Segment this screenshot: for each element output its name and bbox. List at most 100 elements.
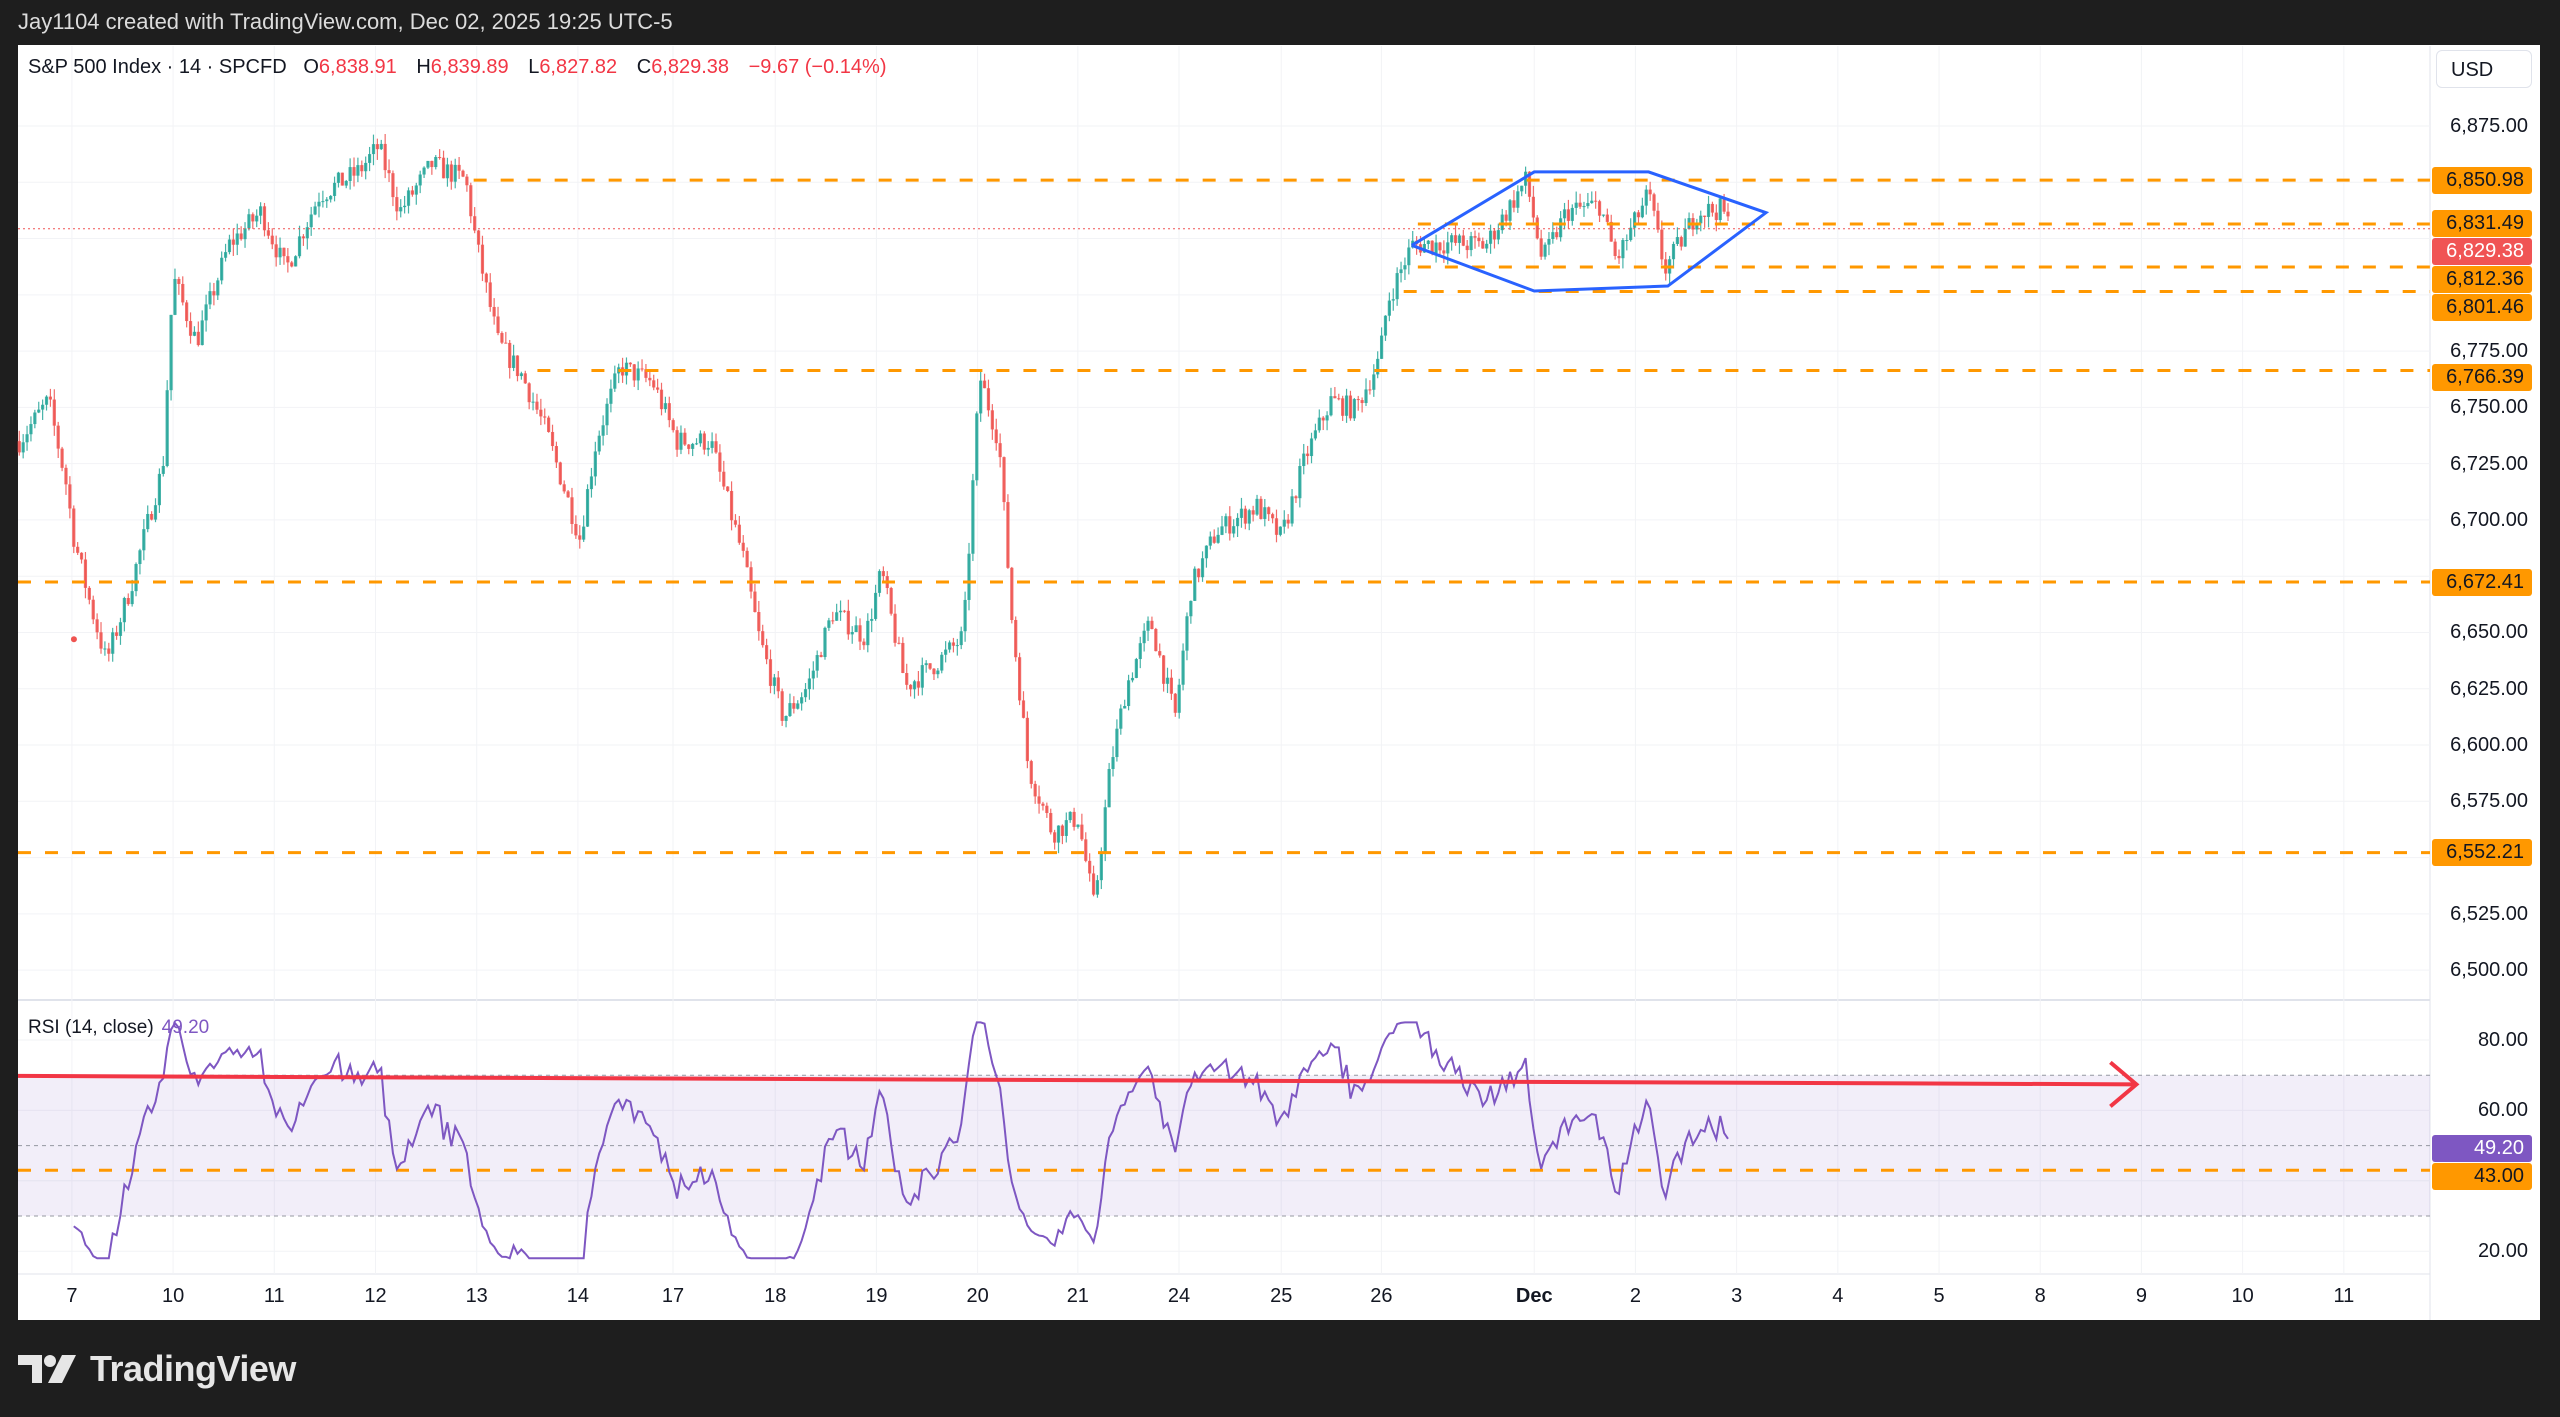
last-price-tag: 6,829.38 [2432,238,2532,266]
candle-body [772,677,776,686]
candle-body [1632,212,1637,228]
candle-body [329,195,333,200]
candle-body [1465,245,1469,251]
candle-body [593,451,597,477]
time-axis-label: 4 [1832,1285,1844,1307]
candle-body [1726,211,1730,217]
candle-body [352,167,356,176]
candle-body [667,403,671,421]
candle-body [955,645,959,647]
candle-body [1586,203,1590,207]
candle-body [153,505,158,520]
candle-body [1173,693,1177,713]
candle-body [1017,657,1022,701]
price-axis-label: 6,650.00 [2450,621,2528,644]
candle-body [1014,620,1018,658]
candle-body [161,465,165,474]
candle-body [761,631,765,646]
candle-body [1224,516,1228,527]
candle-body [445,164,450,179]
price-level-tag: 6,766.39 [2432,364,2532,392]
candle-body [967,553,971,600]
footer-bar [0,1320,2560,1417]
candle-body [434,157,438,168]
candle-body [1453,235,1458,243]
candle-body [418,174,422,186]
candle-body [72,508,76,547]
candle-body [1582,206,1586,208]
candle-body [68,484,72,509]
candle-body [1508,200,1512,221]
rsi-title[interactable]: RSI (14, close) [28,1017,154,1038]
close-value: 6,829.38 [651,56,730,78]
candle-body [1574,202,1578,208]
candle-body [947,642,952,650]
candle-body [936,670,940,675]
candle-body [212,291,216,296]
candle-body [309,214,313,228]
candle-body [881,571,885,577]
time-axis-label: 25 [1270,1285,1293,1307]
candle-body [130,591,134,605]
candle-body [1376,358,1380,375]
candle-body [325,199,329,202]
candle-body [1181,650,1185,685]
currency-button[interactable]: USD [2436,50,2532,88]
candle-body [1360,400,1364,404]
time-axis-label: 19 [865,1285,888,1307]
candle-body [1434,242,1438,254]
time-axis-label: 7 [66,1285,78,1307]
candle-body [1695,223,1699,230]
candle-body [403,205,407,208]
candle-body [831,620,835,622]
symbol-name[interactable]: S&P 500 Index · 14 · SPCFD [28,56,287,78]
time-axis-label: Dec [1515,1285,1553,1307]
candle-body [1317,417,1321,431]
candle-body [484,273,488,283]
candle-body [165,390,169,466]
candle-body [270,235,274,245]
candle-body [694,443,699,445]
candle-body [204,304,208,321]
candle-body [749,567,753,592]
candle-body [835,612,839,621]
candle-body [188,321,193,336]
candle-body [1313,430,1318,439]
tradingview-logo: TradingView [18,1348,296,1390]
candle-body [1590,200,1594,204]
candle-body [780,691,784,721]
candle-body [1064,820,1068,836]
candle-body [321,201,325,203]
candle-body [173,278,177,315]
candle-body [1103,807,1107,852]
candle-body [1395,273,1399,300]
candle-body [519,373,523,377]
candle-body [659,389,664,410]
candle-body [465,176,469,186]
candle-body [741,542,745,551]
candle-body [379,143,383,150]
candle-body [1290,496,1294,524]
candle-body [1551,232,1555,239]
high-key: H [416,56,431,78]
rsi-axis-label: 20.00 [2477,1240,2528,1263]
candle-body [1496,230,1500,240]
candle-body [1278,526,1282,535]
candle-body [1235,517,1240,527]
candle-body [877,571,882,593]
chart-area[interactable] [18,45,2540,1320]
rsi-trendline [17,1073,2137,1087]
candle-body [278,247,282,258]
candle-body [515,355,520,377]
candle-body [597,435,601,452]
candle-body [1461,235,1465,246]
time-axis-label: 11 [2333,1285,2355,1307]
candle-body [356,165,360,176]
candle-body [1060,825,1065,836]
candle-body [636,368,640,381]
candle-body [1379,335,1384,359]
candle-body [1142,630,1146,644]
candle-body [706,447,710,450]
candle-body [1130,677,1135,681]
